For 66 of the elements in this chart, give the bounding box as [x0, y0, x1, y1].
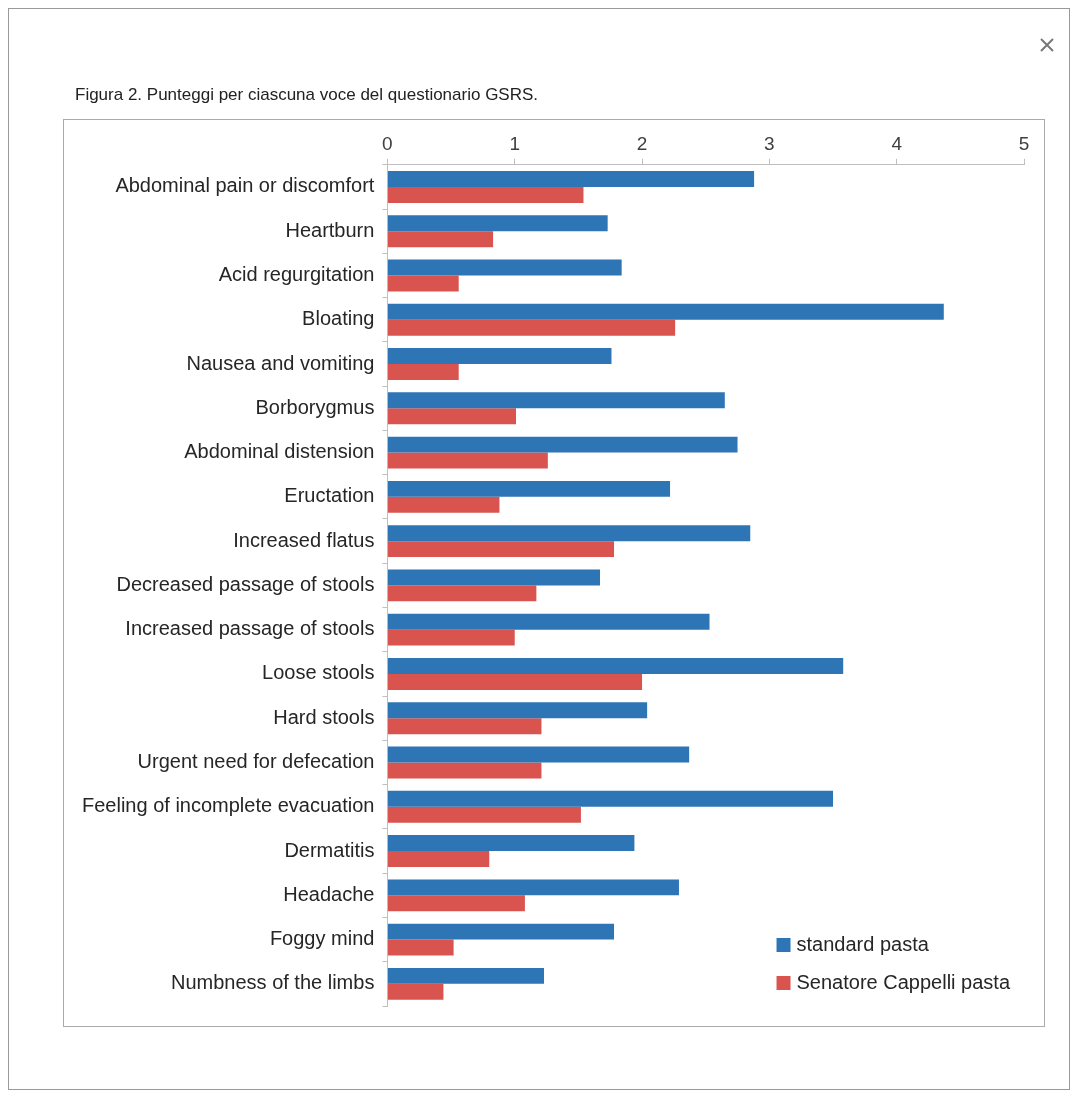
- y-tick-label: Borborygmus: [255, 395, 375, 418]
- bar: [387, 851, 490, 867]
- bar: [387, 895, 525, 912]
- bar: [387, 275, 459, 292]
- bar: [387, 939, 454, 956]
- bar: [387, 171, 755, 187]
- x-tick-label: 1: [509, 132, 521, 154]
- x-tick-label: 3: [764, 132, 775, 154]
- bar: [387, 436, 738, 453]
- bar: [387, 525, 751, 542]
- x-tick-label: 0: [382, 132, 393, 154]
- x-tick-label: 2: [636, 132, 648, 154]
- bar: [387, 746, 690, 763]
- bar: [387, 215, 608, 232]
- y-tick-label: Abdominal pain or discomfort: [115, 174, 375, 197]
- y-tick-label: Numbness of the limbs: [170, 971, 375, 994]
- bar: [387, 879, 679, 896]
- bar: [387, 319, 676, 336]
- bar: [387, 452, 548, 469]
- bar: [387, 673, 643, 690]
- y-tick-label: Urgent need for defecation: [137, 750, 375, 773]
- bar: [387, 613, 710, 630]
- y-tick-label: Loose stools: [262, 661, 375, 684]
- bar: [387, 364, 459, 380]
- y-tick-label: Acid regurgitation: [218, 263, 375, 285]
- bar: [387, 231, 494, 248]
- y-tick-label: Increased passage of stools: [125, 617, 375, 640]
- bar: [387, 718, 542, 735]
- bar: [387, 702, 648, 719]
- y-tick-label: Hard stools: [273, 705, 375, 728]
- bar: [387, 569, 601, 586]
- bar: [387, 541, 615, 558]
- bar: [387, 408, 516, 425]
- y-tick-label: Bloating: [302, 307, 375, 330]
- bar: [387, 585, 537, 602]
- y-tick-label: Headache: [283, 882, 375, 905]
- x-tick-label: 4: [891, 132, 903, 154]
- bar: [387, 762, 542, 779]
- y-tick-label: Nausea and vomiting: [186, 351, 375, 374]
- bar: [387, 348, 612, 365]
- bar: [387, 480, 671, 497]
- bar: [387, 303, 944, 320]
- y-tick-label: Abdominal distension: [184, 440, 375, 463]
- chart-title: Figura 2. Punteggi per ciascuna voce del questionario GSRS.: [75, 85, 539, 105]
- x-tick-label: 5: [1018, 132, 1030, 154]
- bar: [387, 392, 725, 409]
- bar: [387, 186, 584, 203]
- bar: [387, 658, 844, 674]
- y-tick-label: Increased flatus: [233, 528, 375, 551]
- bar: [387, 790, 834, 807]
- y-tick-label: Dermatitis: [284, 838, 375, 861]
- bar: [387, 967, 545, 984]
- y-tick-label: Feeling of incomplete evacuation: [82, 794, 375, 817]
- legend-label: Senatore Cappelli pasta: [796, 970, 1011, 993]
- bar: [387, 259, 622, 276]
- bar: [387, 496, 500, 513]
- bar: [387, 629, 515, 646]
- bar: [387, 806, 581, 823]
- y-tick-label: Heartburn: [285, 218, 375, 241]
- bar: [387, 983, 444, 1000]
- y-tick-label: Decreased passage of stools: [116, 572, 375, 595]
- y-tick-label: Foggy mind: [269, 927, 375, 950]
- bar: [387, 835, 635, 852]
- y-tick-label: Eructation: [284, 484, 375, 507]
- legend-label: standard pasta: [796, 932, 930, 955]
- bar: [387, 923, 615, 940]
